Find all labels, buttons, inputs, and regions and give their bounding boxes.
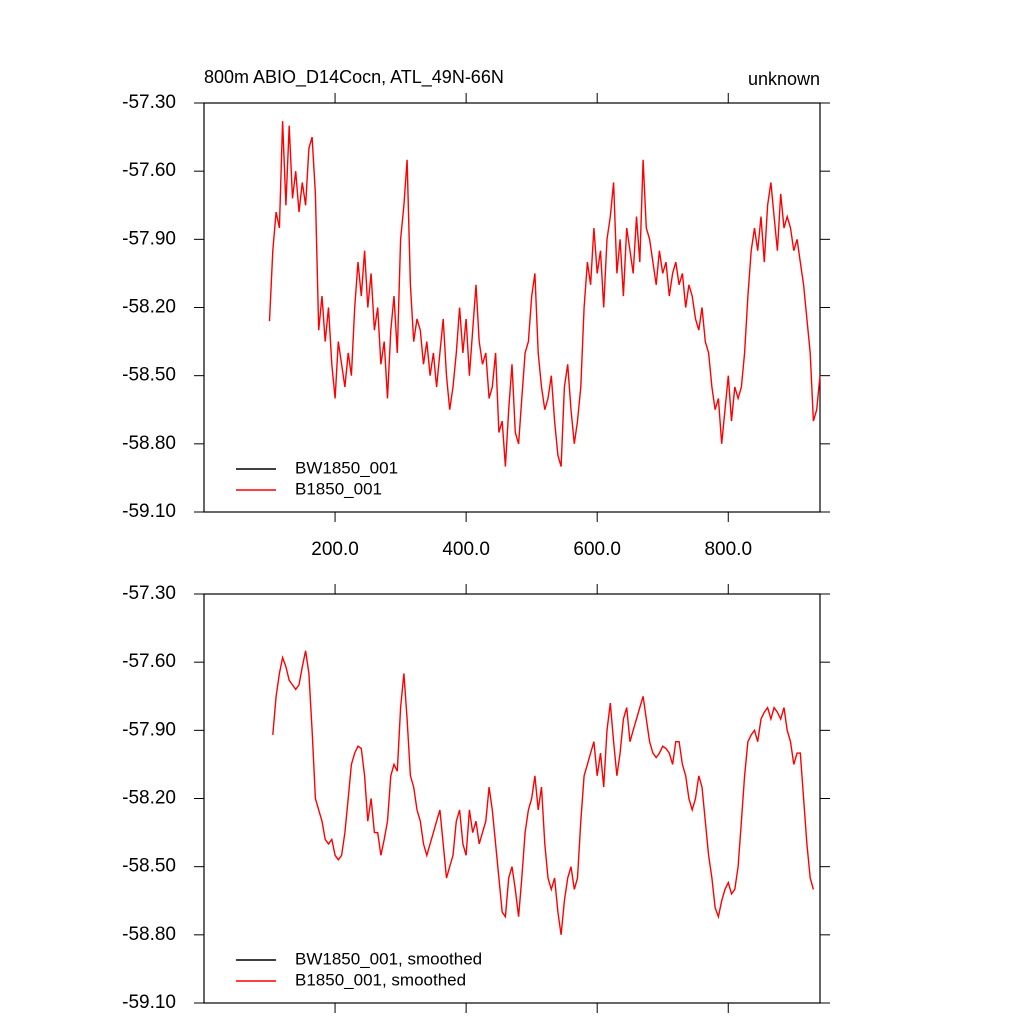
y-tick-label: -59.10 <box>122 992 176 1013</box>
x-tick-label: 200.0 <box>311 539 359 560</box>
x-tick-label: 400.0 <box>442 539 490 560</box>
legend-label: B1850_001 <box>295 479 382 498</box>
y-tick-label: -58.50 <box>122 365 176 386</box>
y-tick-label: -57.90 <box>122 228 176 249</box>
y-tick-label: -57.60 <box>122 160 176 181</box>
y-tick-label: -59.10 <box>122 501 176 522</box>
y-tick-label: -57.30 <box>122 583 176 604</box>
chart-title: 800m ABIO_D14Cocn, ATL_49N-66N <box>204 67 504 88</box>
y-tick-label: -58.80 <box>122 924 176 945</box>
y-tick-label: -57.90 <box>122 719 176 740</box>
legend-label: B1850_001, smoothed <box>295 970 466 989</box>
series-line <box>268 121 821 467</box>
chart-right-title: unknown <box>748 69 820 89</box>
y-tick-label: -57.60 <box>122 651 176 672</box>
x-tick-label: 600.0 <box>573 539 621 560</box>
y-tick-label: -57.30 <box>122 92 176 113</box>
series-line <box>272 650 815 935</box>
plot-frame <box>203 102 821 513</box>
legend-label: BW1850_001 <box>295 458 398 477</box>
y-tick-label: -58.20 <box>122 297 176 318</box>
legend-label: BW1850_001, smoothed <box>295 949 482 968</box>
y-tick-label: -58.20 <box>122 788 176 809</box>
x-tick-label: 800.0 <box>704 539 752 560</box>
y-tick-label: -58.50 <box>122 856 176 877</box>
y-tick-label: -58.80 <box>122 433 176 454</box>
plot-frame <box>203 593 821 1004</box>
